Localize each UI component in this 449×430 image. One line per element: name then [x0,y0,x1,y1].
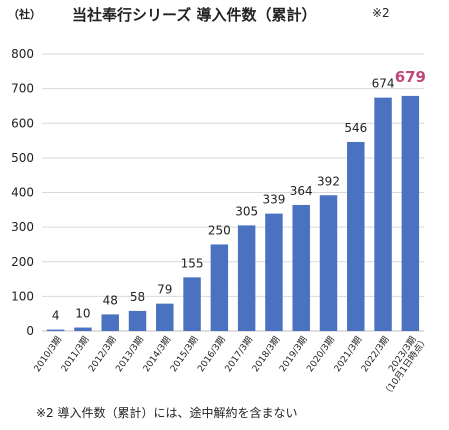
bar [347,141,365,331]
data-label: 679 [395,68,426,86]
y-tick-label: 400 [11,186,34,200]
y-tick-label: 0 [26,324,34,338]
bar [237,225,256,331]
data-label: 10 [75,307,90,321]
bar [128,310,147,331]
data-label: 305 [235,204,258,218]
bar [401,95,420,332]
y-tick-label: 500 [11,151,34,165]
bar [46,329,65,331]
bar [292,204,310,331]
data-label: 4 [52,309,60,323]
y-tick-label: 100 [11,289,34,303]
y-tick-label: 600 [11,116,34,130]
bar [156,303,174,331]
data-label: 674 [372,77,395,91]
bar [74,327,92,331]
data-label: 392 [317,174,340,188]
bar [374,97,392,331]
y-tick-label: 200 [11,255,34,269]
bar [210,244,229,331]
data-label: 546 [344,121,367,135]
data-label: 364 [290,184,313,198]
bar [319,195,338,331]
unit-label: （社） [8,8,41,21]
bar [101,314,119,331]
bar-chart: 010020030040050060070080042010/3期102011/… [11,47,431,399]
note-mark: ※2 [372,6,390,20]
bar [183,277,201,331]
data-label: 58 [130,290,145,304]
footnote: ※2 導入件数（累計）には、途中解約を含まない [36,406,298,420]
y-tick-label: 800 [11,47,34,61]
data-label: 339 [262,193,285,207]
data-label: 48 [103,293,118,307]
data-label: 79 [157,283,172,297]
data-label: 250 [208,223,231,237]
bar [265,213,283,331]
data-label: 155 [181,256,204,270]
chart-title: 当社奉行シリーズ 導入件数（累計） [72,6,317,24]
y-tick-label: 700 [11,82,34,96]
y-tick-label: 300 [11,220,34,234]
